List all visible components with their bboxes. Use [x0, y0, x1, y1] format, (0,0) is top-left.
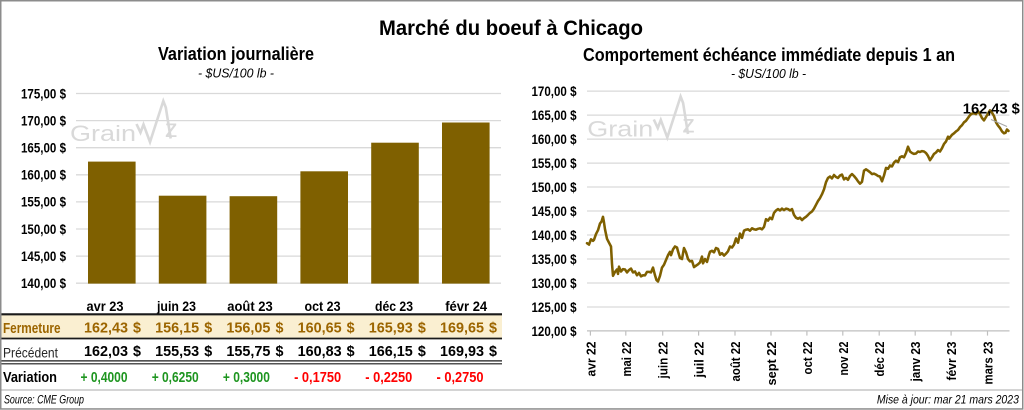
svg-text:z: z: [165, 115, 178, 143]
svg-text:156,15: 156,15: [155, 321, 199, 337]
svg-text:165,93: 165,93: [369, 321, 413, 337]
svg-text:févr 23: févr 23: [944, 342, 959, 381]
svg-text:155,00 $: 155,00 $: [21, 194, 66, 210]
svg-text:140,00 $: 140,00 $: [21, 275, 66, 291]
svg-text:Mise à jour: mar 21 mars 2023: Mise à jour: mar 21 mars 2023: [877, 393, 1019, 407]
svg-text:Comportement échéance immédiat: Comportement échéance immédiate depuis 1…: [583, 45, 955, 65]
svg-text:165,00 $: 165,00 $: [21, 140, 66, 156]
svg-text:Grain: Grain: [587, 117, 653, 142]
svg-text:oct 22: oct 22: [800, 342, 815, 375]
svg-text:$: $: [418, 321, 426, 337]
svg-text:140,00 $: 140,00 $: [532, 227, 577, 243]
svg-text:- 0,2250: - 0,2250: [365, 370, 412, 386]
svg-text:120,00 $: 120,00 $: [532, 323, 577, 339]
svg-text:166,15: 166,15: [369, 344, 413, 360]
svg-text:$: $: [133, 321, 141, 337]
svg-text:Précédent: Précédent: [3, 346, 58, 361]
svg-text:+ 0,4000: + 0,4000: [81, 370, 128, 386]
svg-text:150,00 $: 150,00 $: [532, 179, 577, 195]
svg-text:$: $: [489, 344, 497, 360]
svg-text:juil 22: juil 22: [692, 342, 707, 379]
svg-text:juin 22: juin 22: [656, 342, 671, 380]
svg-text:162,43: 162,43: [84, 321, 128, 337]
svg-text:$: $: [204, 321, 212, 337]
svg-text:162,43 $: 162,43 $: [963, 100, 1021, 117]
svg-text:150,00 $: 150,00 $: [21, 221, 66, 237]
svg-text:162,03: 162,03: [84, 344, 128, 360]
svg-text:160,83: 160,83: [298, 344, 342, 360]
svg-text:sept 22: sept 22: [764, 342, 779, 386]
svg-text:160,00 $: 160,00 $: [21, 167, 66, 183]
svg-text:Grain: Grain: [70, 121, 136, 146]
svg-text:Source: CME Group: Source: CME Group: [4, 393, 84, 407]
svg-text:avr 23: avr 23: [87, 298, 124, 314]
svg-text:- 0,2750: - 0,2750: [437, 370, 484, 386]
svg-text:févr 24: févr 24: [445, 298, 487, 314]
svg-text:160,65: 160,65: [298, 321, 342, 337]
svg-text:135,00 $: 135,00 $: [532, 251, 577, 267]
svg-text:nov 22: nov 22: [836, 342, 851, 376]
svg-text:oct 23: oct 23: [305, 298, 341, 314]
svg-text:avr 22: avr 22: [583, 342, 598, 377]
svg-text:$: $: [275, 344, 283, 360]
svg-text:$: $: [418, 344, 426, 360]
svg-text:déc 23: déc 23: [375, 298, 413, 314]
svg-text:125,00 $: 125,00 $: [532, 299, 577, 315]
svg-text:$: $: [275, 321, 283, 337]
svg-text:- 0,1750: - 0,1750: [294, 370, 341, 386]
svg-text:Variation: Variation: [3, 370, 57, 386]
svg-text:130,00 $: 130,00 $: [532, 275, 577, 291]
svg-text:déc 22: déc 22: [872, 342, 887, 377]
svg-text:Variation journalière: Variation journalière: [158, 44, 314, 64]
svg-text:$: $: [489, 321, 497, 337]
svg-text:- $US/100 lb -: - $US/100 lb -: [731, 66, 807, 81]
svg-text:169,93: 169,93: [440, 344, 484, 360]
svg-text:$: $: [347, 344, 355, 360]
svg-text:z: z: [682, 111, 695, 139]
svg-text:Fermeture: Fermeture: [3, 321, 61, 337]
svg-text:mars 23: mars 23: [981, 342, 996, 385]
svg-text:août 22: août 22: [728, 342, 743, 382]
svg-text:165,00 $: 165,00 $: [532, 107, 577, 123]
svg-text:170,00 $: 170,00 $: [21, 112, 66, 128]
svg-text:175,00 $: 175,00 $: [21, 85, 66, 101]
svg-text:Marché du boeuf à Chicago: Marché du boeuf à Chicago: [379, 17, 643, 40]
svg-text:$: $: [133, 344, 141, 360]
svg-text:170,00 $: 170,00 $: [532, 83, 577, 99]
svg-text:145,00 $: 145,00 $: [21, 248, 66, 264]
svg-text:- $US/100 lb -: - $US/100 lb -: [198, 66, 275, 81]
svg-text:+ 0,3000: + 0,3000: [223, 370, 270, 386]
svg-text:$: $: [347, 321, 355, 337]
svg-text:août 23: août 23: [227, 298, 273, 314]
svg-text:160,00 $: 160,00 $: [532, 131, 577, 147]
svg-text:+ 0,6250: + 0,6250: [152, 370, 199, 386]
svg-text:juin 23: juin 23: [156, 298, 196, 314]
svg-text:janv 23: janv 23: [908, 342, 923, 383]
svg-text:155,53: 155,53: [155, 344, 199, 360]
svg-text:145,00 $: 145,00 $: [532, 203, 577, 219]
svg-text:155,00 $: 155,00 $: [532, 155, 577, 171]
svg-text:169,65: 169,65: [440, 321, 484, 337]
svg-text:$: $: [204, 344, 212, 360]
svg-text:156,05: 156,05: [226, 321, 270, 337]
svg-text:mai 22: mai 22: [619, 342, 634, 377]
svg-text:155,75: 155,75: [226, 344, 270, 360]
